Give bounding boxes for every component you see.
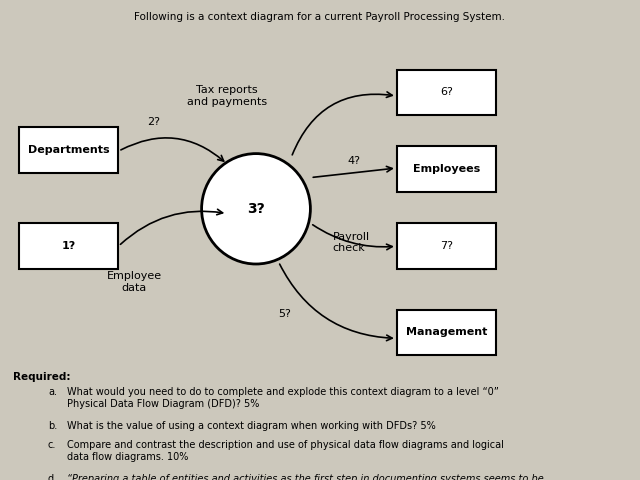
Text: What would you need to do to complete and explode this context diagram to a leve: What would you need to do to complete an… bbox=[67, 387, 499, 409]
Text: 2?: 2? bbox=[147, 117, 160, 127]
Text: 5?: 5? bbox=[278, 310, 291, 319]
Text: b.: b. bbox=[48, 421, 57, 431]
Text: Employees: Employees bbox=[413, 164, 480, 174]
Text: Management: Management bbox=[406, 327, 487, 337]
FancyBboxPatch shape bbox=[397, 310, 496, 355]
Text: Tax reports
and payments: Tax reports and payments bbox=[187, 85, 268, 107]
Text: Compare and contrast the description and use of physical data flow diagrams and : Compare and contrast the description and… bbox=[67, 440, 504, 462]
FancyBboxPatch shape bbox=[19, 223, 118, 269]
Text: Required:: Required: bbox=[13, 372, 70, 382]
FancyBboxPatch shape bbox=[397, 146, 496, 192]
FancyBboxPatch shape bbox=[19, 127, 118, 173]
Text: a.: a. bbox=[48, 387, 57, 397]
FancyBboxPatch shape bbox=[397, 223, 496, 269]
Text: Payroll
check: Payroll check bbox=[333, 232, 370, 253]
Ellipse shape bbox=[202, 154, 310, 264]
Text: Departments: Departments bbox=[28, 145, 109, 155]
Text: 6?: 6? bbox=[440, 87, 453, 97]
Text: “Preparing a table of entities and activities as the first step in documenting s: “Preparing a table of entities and activ… bbox=[67, 474, 548, 480]
Text: Employee
data: Employee data bbox=[107, 271, 162, 293]
Text: 7?: 7? bbox=[440, 241, 453, 251]
Text: What is the value of using a context diagram when working with DFDs? 5%: What is the value of using a context dia… bbox=[67, 421, 436, 431]
Text: Following is a context diagram for a current Payroll Processing System.: Following is a context diagram for a cur… bbox=[134, 12, 506, 22]
Text: d.: d. bbox=[48, 474, 57, 480]
Text: 3?: 3? bbox=[247, 202, 265, 216]
FancyBboxPatch shape bbox=[397, 70, 496, 115]
Text: 1?: 1? bbox=[61, 241, 76, 251]
Text: c.: c. bbox=[48, 440, 56, 450]
Text: 4?: 4? bbox=[348, 156, 360, 166]
